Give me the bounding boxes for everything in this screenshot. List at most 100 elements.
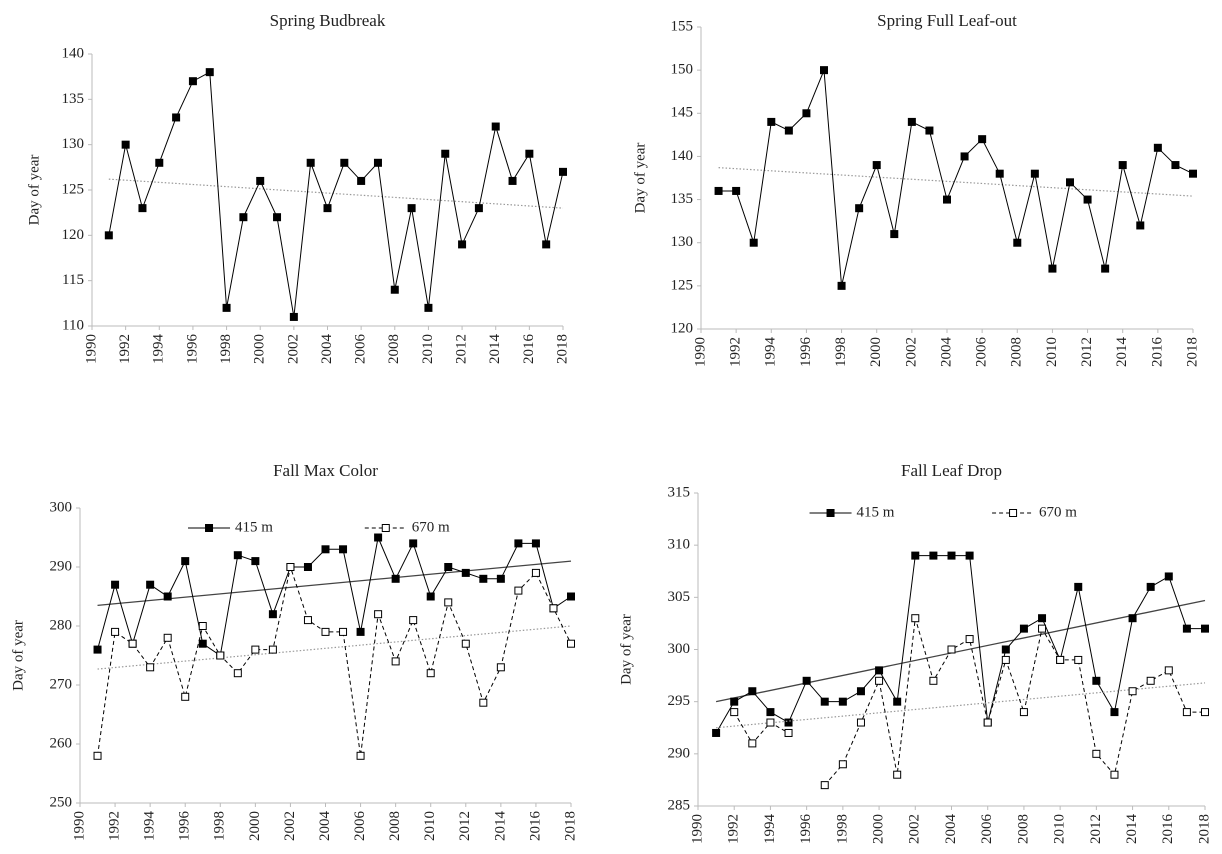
- x-tick-label: 2008: [386, 334, 402, 364]
- marker: [1074, 655, 1083, 664]
- marker: [784, 728, 793, 737]
- marker: [508, 176, 517, 185]
- marker: [373, 158, 382, 167]
- x-tick-label: 2002: [282, 811, 298, 841]
- marker: [321, 627, 330, 636]
- x-tick-label: 2010: [1044, 337, 1060, 367]
- marker: [995, 169, 1004, 178]
- marker: [890, 230, 899, 239]
- marker: [1101, 264, 1110, 273]
- y-tick-label: 140: [671, 148, 694, 164]
- x-tick-label: 2000: [868, 337, 884, 367]
- y-tick-label: 125: [62, 181, 85, 197]
- x-tick-label: 1992: [117, 334, 133, 364]
- marker: [730, 708, 739, 717]
- x-tick-label: 1990: [689, 814, 705, 844]
- marker: [306, 158, 315, 167]
- x-tick-label: 2004: [317, 811, 333, 842]
- marker: [374, 610, 383, 619]
- x-tick-label: 2014: [487, 334, 503, 365]
- marker: [374, 533, 383, 542]
- marker: [1066, 178, 1074, 187]
- marker: [567, 639, 575, 648]
- marker: [766, 708, 775, 717]
- x-tick-label: 1996: [184, 334, 200, 365]
- marker: [391, 657, 400, 666]
- trend-line: [716, 682, 1206, 729]
- chart-title: Spring Budbreak: [270, 11, 386, 30]
- y-tick-label: 285: [668, 797, 691, 813]
- marker: [303, 616, 312, 625]
- marker: [479, 574, 488, 583]
- x-tick-label: 2004: [938, 337, 954, 368]
- x-tick-label: 1992: [728, 337, 744, 367]
- y-tick-label: 290: [668, 745, 691, 761]
- marker: [356, 751, 365, 760]
- marker: [146, 663, 155, 672]
- marker: [893, 770, 902, 779]
- marker: [872, 161, 881, 170]
- x-tick-label: 1990: [692, 337, 708, 367]
- marker: [929, 676, 938, 685]
- marker: [1164, 572, 1173, 581]
- x-tick-label: 1994: [763, 337, 779, 368]
- marker: [479, 698, 488, 707]
- marker: [925, 126, 934, 135]
- marker: [911, 614, 920, 623]
- marker: [911, 551, 920, 560]
- x-tick-label: 2014: [1124, 814, 1140, 845]
- marker: [146, 580, 155, 589]
- marker: [1092, 749, 1101, 758]
- x-tick-label: 2018: [562, 811, 578, 841]
- marker: [155, 158, 164, 167]
- marker: [1110, 770, 1119, 779]
- x-tick-label: 1992: [107, 811, 123, 841]
- marker: [712, 728, 721, 737]
- marker: [978, 135, 987, 144]
- x-tick-label: 2014: [492, 811, 508, 842]
- y-tick-label: 130: [62, 136, 85, 152]
- x-tick-label: 2000: [247, 811, 263, 841]
- chart-title: Spring Full Leaf-out: [877, 11, 1017, 30]
- marker: [1013, 238, 1022, 247]
- marker: [357, 176, 366, 185]
- marker: [1001, 655, 1010, 664]
- x-tick-label: 1998: [834, 814, 850, 844]
- marker: [559, 167, 567, 176]
- marker: [767, 117, 776, 126]
- marker: [356, 627, 365, 636]
- x-tick-label: 2006: [979, 814, 995, 845]
- marker: [514, 539, 523, 548]
- x-tick-label: 2010: [420, 334, 436, 364]
- legend-marker: [1009, 509, 1018, 517]
- y-tick-label: 135: [62, 91, 85, 107]
- x-tick-label: 1998: [833, 337, 849, 367]
- marker: [424, 303, 433, 312]
- marker: [875, 666, 884, 675]
- x-tick-label: 1996: [798, 814, 814, 845]
- x-tick-label: 2004: [319, 334, 335, 365]
- x-tick-label: 2012: [1079, 337, 1095, 367]
- y-tick-label: 310: [668, 537, 691, 553]
- x-tick-label: 2008: [387, 811, 403, 841]
- marker: [1201, 708, 1209, 717]
- legend-label: 415 m: [235, 519, 273, 535]
- series-line: [97, 565, 572, 756]
- marker: [128, 639, 137, 648]
- marker: [1171, 161, 1180, 170]
- marker: [802, 676, 811, 685]
- marker: [766, 718, 775, 727]
- marker: [323, 204, 332, 213]
- marker: [181, 692, 190, 701]
- marker: [339, 545, 348, 554]
- y-tick-label: 270: [50, 676, 73, 692]
- series-line: [718, 69, 1194, 286]
- marker: [93, 645, 102, 654]
- series-line: [715, 555, 1205, 734]
- y-tick-label: 280: [50, 617, 73, 633]
- marker: [893, 697, 902, 706]
- marker: [1136, 221, 1145, 230]
- marker: [163, 633, 172, 642]
- x-tick-label: 1996: [798, 337, 814, 368]
